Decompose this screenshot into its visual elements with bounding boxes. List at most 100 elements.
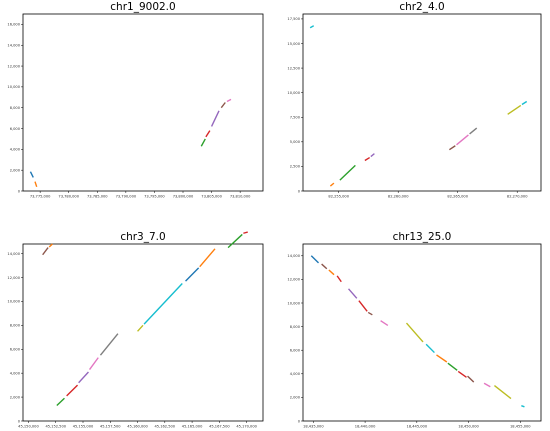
panel-chr3: chr3_7.0 0 2,000 4,000 6,000 8,000 10,000 12,00… <box>7 231 264 429</box>
alignment-segment <box>321 263 328 270</box>
alignment-segment <box>367 311 373 316</box>
x-tick-label: 45,162,500 <box>155 425 176 429</box>
alignment-segment <box>436 354 448 363</box>
plot-frame <box>22 13 264 192</box>
alignment-segment <box>88 357 99 370</box>
y-tick-label: 8,000 <box>290 325 301 329</box>
alignment-segment <box>405 322 424 343</box>
alignment-segment <box>205 130 211 138</box>
alignment-segment <box>329 182 335 187</box>
y-tick-label: 10,000 <box>7 85 20 89</box>
x-tick-label: 73,805,000 <box>201 195 222 199</box>
alignment-segment <box>243 231 248 234</box>
alignment-segment <box>348 288 358 299</box>
alignment-segment <box>339 164 356 181</box>
y-tick-label: 14,000 <box>7 252 20 256</box>
y-tick-label: 0 <box>298 189 301 193</box>
alignment-segment <box>220 102 226 109</box>
panel-title: chr13_25.0 <box>393 231 452 243</box>
alignment-segment <box>447 362 458 371</box>
alignment-segment <box>467 375 475 383</box>
x-tick-label: 73,780,000 <box>58 195 79 199</box>
x-tick-label: 45,152,500 <box>45 425 66 429</box>
plot-frame <box>22 243 264 422</box>
y-tick-label: 0 <box>298 419 301 423</box>
alignment-segment <box>66 384 79 397</box>
y-tick-label: 4,000 <box>10 148 21 152</box>
y-tick-label: 2,500 <box>290 165 301 169</box>
y-tick-label: 14,000 <box>7 44 20 48</box>
y-tick-label: 0 <box>18 419 21 423</box>
x-tick-label: 18,435,000 <box>303 425 324 429</box>
x-tick-label: 45,167,500 <box>209 425 230 429</box>
alignment-segment <box>200 138 206 147</box>
y-tick-label: 16,000 <box>7 23 20 27</box>
x-tick-label: 45,165,000 <box>182 425 203 429</box>
panel-chr1: chr1_9002.0 0 2,000 4,000 6,000 8,000 10,000 12… <box>7 1 264 199</box>
panel-chr2: chr2_4.0 0 2,500 5,000 7,500 10,000 12,500 15,0… <box>287 1 542 199</box>
y-tick-label: 10,000 <box>287 301 300 305</box>
panel-chr13: chr13_25.0 0 2,000 4,000 6,000 8,000 10,000 12,… <box>287 231 542 429</box>
alignment-segment <box>210 110 220 127</box>
x-tick-label: 73,790,000 <box>116 195 137 199</box>
x-tick-label: 82,265,000 <box>447 195 468 199</box>
x-tick-label: 73,810,000 <box>230 195 251 199</box>
alignment-segment <box>370 153 375 158</box>
alignment-segment <box>493 385 512 400</box>
x-tick-label: 18,445,000 <box>407 425 428 429</box>
y-tick-label: 12,500 <box>287 66 300 70</box>
alignment-segment <box>199 248 216 268</box>
y-tick-label: 12,000 <box>287 278 300 282</box>
y-tick-label: 8,000 <box>10 106 21 110</box>
y-tick-label: 6,000 <box>10 348 21 352</box>
y-tick-label: 7,500 <box>290 116 301 120</box>
alignment-segment <box>56 397 65 406</box>
alignment-segment <box>507 104 522 115</box>
y-tick-label: 2,000 <box>290 396 301 400</box>
y-tick-label: 2,000 <box>10 395 21 399</box>
panel-title: chr1_9002.0 <box>110 1 175 13</box>
y-tick-label: 4,000 <box>10 371 21 375</box>
x-tick-label: 73,785,000 <box>87 195 108 199</box>
alignment-segment <box>425 343 435 354</box>
panel-title: chr3_7.0 <box>120 231 165 243</box>
alignment-segment <box>521 100 528 106</box>
x-tick-label: 18,440,000 <box>355 425 376 429</box>
alignment-segment <box>328 269 335 276</box>
y-tick-label: 12,000 <box>7 64 20 68</box>
alignment-segment <box>99 333 119 356</box>
alignment-segment <box>457 370 467 378</box>
alignment-segment <box>483 382 491 388</box>
alignment-segment <box>310 255 320 264</box>
plot-frame <box>302 243 542 422</box>
alignment-segment <box>380 320 389 327</box>
y-tick-label: 17,500 <box>287 17 300 21</box>
y-tick-label: 2,000 <box>10 168 21 172</box>
y-tick-label: 12,000 <box>7 276 20 280</box>
x-tick-label: 82,260,000 <box>388 195 409 199</box>
y-tick-label: 8,000 <box>10 324 21 328</box>
x-tick-label: 45,150,000 <box>18 425 39 429</box>
y-tick-label: 14,000 <box>287 254 300 258</box>
alignment-segment <box>309 25 315 29</box>
x-tick-label: 45,160,000 <box>127 425 148 429</box>
alignment-segment <box>42 247 49 256</box>
x-tick-label: 45,157,500 <box>100 425 121 429</box>
alignment-segment <box>137 324 144 332</box>
y-tick-label: 4,000 <box>290 372 301 376</box>
alignment-segment <box>469 127 478 135</box>
y-tick-label: 6,000 <box>10 127 21 131</box>
alignment-segment <box>336 275 342 283</box>
alignment-segment <box>521 405 525 408</box>
y-tick-label: 15,000 <box>287 42 300 46</box>
x-tick-label: 45,170,000 <box>236 425 257 429</box>
y-tick-label: 10,000 <box>7 300 20 304</box>
y-tick-label: 10,000 <box>287 91 300 95</box>
x-tick-label: 18,450,000 <box>458 425 479 429</box>
y-tick-label: 6,000 <box>290 349 301 353</box>
x-tick-label: 18,455,000 <box>510 425 531 429</box>
alignment-segment <box>34 181 38 188</box>
x-tick-label: 73,775,000 <box>30 195 51 199</box>
y-tick-label: 0 <box>18 189 21 193</box>
alignment-segment <box>456 134 469 146</box>
